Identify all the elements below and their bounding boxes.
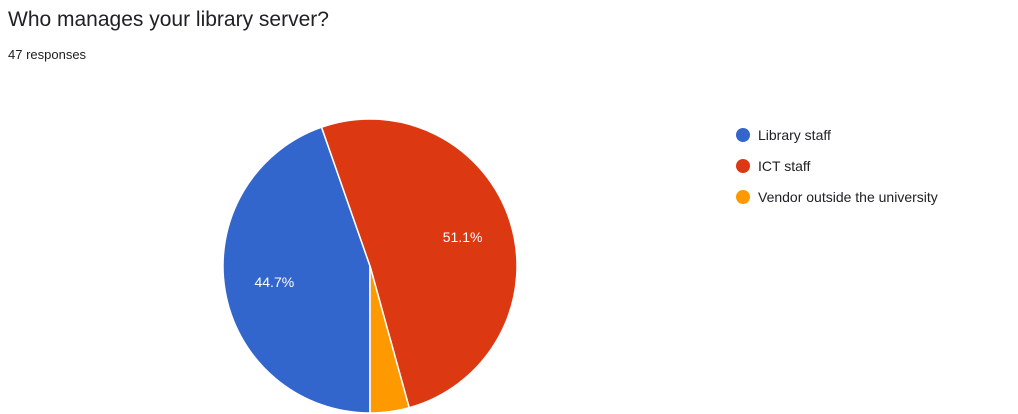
pie-label-library-staff: 44.7%	[254, 274, 294, 290]
pie-slice-vendor[interactable]	[369, 265, 411, 414]
legend-label: ICT staff	[758, 157, 811, 174]
pie-label-ict-staff: 51.1%	[443, 229, 483, 245]
chart-title: Who manages your library server?	[8, 8, 329, 31]
legend-swatch-library-staff	[736, 127, 750, 142]
response-count: 47 responses	[8, 47, 87, 62]
legend-item-ict-staff[interactable]: ICT staff	[736, 150, 938, 181]
legend-item-library-staff[interactable]: Library staff	[736, 119, 938, 150]
legend-swatch-ict-staff	[736, 158, 750, 173]
pie-slice-library-staff[interactable]	[222, 126, 371, 414]
legend-item-vendor[interactable]: Vendor outside the university	[736, 181, 938, 212]
chart-legend: Library staff ICT staff Vendor outside t…	[736, 119, 938, 212]
legend-label: Vendor outside the university	[758, 188, 938, 205]
legend-swatch-vendor	[736, 189, 750, 204]
pie-slice-ict-staff[interactable]	[320, 118, 518, 409]
legend-label: Library staff	[758, 126, 831, 143]
